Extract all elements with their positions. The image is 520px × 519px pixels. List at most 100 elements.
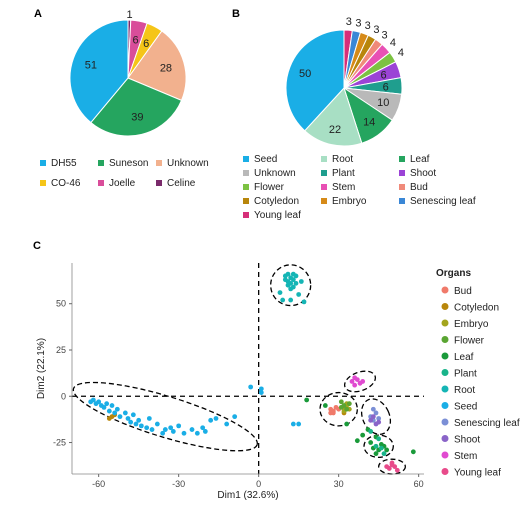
scatter-legend-swatch-bud xyxy=(441,286,449,294)
organ-legend-swatch-leaf xyxy=(399,156,405,162)
scatter-legend-label-shoot: Shoot xyxy=(454,435,480,446)
organ-legend-label-leaf: Leaf xyxy=(410,154,430,165)
y-axis-title: Dim2 (22.1%) xyxy=(36,338,47,399)
panel-label-a: A xyxy=(34,8,42,20)
point-plant xyxy=(373,443,379,449)
point-seed xyxy=(112,410,118,416)
cluster-ellipse-seed xyxy=(72,381,258,452)
point-seed xyxy=(114,406,120,412)
source-legend-label-dh55: DH55 xyxy=(51,158,77,169)
point-shoot xyxy=(370,414,376,420)
point-seed xyxy=(133,421,139,427)
point-seed xyxy=(117,414,123,420)
organ-slice-label-embryo: 3 xyxy=(365,20,371,32)
source-legend-swatch-unknown xyxy=(156,160,162,166)
y-tick-label: -25 xyxy=(53,438,66,448)
scatter-legend-swatch-young-leaf xyxy=(441,468,449,475)
point-seed xyxy=(136,417,142,423)
point-cotyledon xyxy=(106,416,112,421)
point-seed xyxy=(122,410,128,416)
point-root xyxy=(277,290,283,296)
point-seed xyxy=(146,416,152,421)
organ-legend-label-young-leaf: Young leaf xyxy=(254,210,301,221)
point-seed xyxy=(224,421,230,427)
point-seed xyxy=(128,419,134,425)
scatter-legend-label-leaf: Leaf xyxy=(454,352,474,363)
organ-slice-label-flower: 4 xyxy=(398,47,404,59)
source-slice-label-celine: 1 xyxy=(126,9,132,21)
organ-legend-swatch-plant xyxy=(321,170,327,176)
point-senescing-leaf xyxy=(376,416,382,421)
point-seed xyxy=(130,412,136,418)
scatter-legend-swatch-flower xyxy=(441,336,449,343)
point-flower xyxy=(338,404,344,410)
point-root xyxy=(282,277,288,283)
scatter-legend-swatch-leaf xyxy=(441,352,449,360)
scatter-legend-swatch-plant xyxy=(441,369,449,376)
point-stem xyxy=(352,382,358,388)
point-flower xyxy=(338,399,344,405)
point-plant xyxy=(381,451,387,457)
organ-legend-swatch-root xyxy=(321,156,327,162)
point-root xyxy=(293,280,299,286)
point-root xyxy=(288,280,294,286)
organ-legend-swatch-young-leaf xyxy=(243,212,249,218)
point-root xyxy=(296,292,302,297)
scatter-legend-swatch-root xyxy=(441,385,449,393)
panel-label-b: B xyxy=(232,8,240,20)
x-tick-label: 30 xyxy=(334,479,344,489)
point-seed xyxy=(258,386,264,392)
scatter-legend-label-embryo: Embryo xyxy=(454,319,489,330)
point-root xyxy=(288,297,294,303)
scatter-legend-title: Organs xyxy=(436,268,471,279)
organ-slice-label-unknown: 10 xyxy=(377,97,389,109)
point-seed xyxy=(106,408,112,414)
scatter-legend-label-stem: Stem xyxy=(454,451,477,462)
source-slice-label-unknown: 28 xyxy=(160,62,172,74)
point-root xyxy=(290,284,296,290)
scatter-legend-swatch-senescing-leaf xyxy=(441,418,449,426)
point-seed xyxy=(125,416,131,421)
organ-slice-label-young-leaf: 3 xyxy=(346,16,352,28)
pie-legend-organ: Seed Root Leaf Unknown Plant Shoot Flower Stem B… xyxy=(243,154,476,221)
cluster-ellipse-root xyxy=(270,264,312,307)
point-senescing-leaf xyxy=(373,410,379,416)
y-tick-label: 0 xyxy=(61,391,66,401)
point-leaf xyxy=(373,451,379,457)
organ-legend-label-bud: Bud xyxy=(410,182,428,193)
organ-slice-label-leaf: 14 xyxy=(363,116,375,128)
organ-slice-label-root: 22 xyxy=(329,124,341,136)
point-seed xyxy=(109,403,115,408)
point-seed xyxy=(144,425,150,431)
point-root xyxy=(290,277,296,283)
point-young-leaf xyxy=(394,467,400,473)
source-legend-swatch-suneson xyxy=(98,160,104,166)
point-root xyxy=(280,297,286,303)
point-young-leaf xyxy=(386,466,392,471)
panel-label-c: C xyxy=(33,240,41,252)
point-leaf xyxy=(322,403,328,408)
source-slice-dh55 xyxy=(69,19,129,124)
point-seed xyxy=(208,417,214,423)
source-slice-label-suneson: 39 xyxy=(131,111,143,123)
point-leaf xyxy=(368,440,374,445)
point-leaf xyxy=(304,397,310,403)
point-seed xyxy=(90,397,96,403)
organ-legend-label-unknown: Unknown xyxy=(254,168,296,179)
organ-legend-label-plant: Plant xyxy=(332,168,355,179)
scatter-legend-swatch-embryo xyxy=(441,319,449,327)
point-seed xyxy=(154,421,160,427)
organ-slice-label-bud: 3 xyxy=(382,29,388,41)
pie-legend-source: DH55 Suneson Unknown CO-46 Joelle Celine xyxy=(40,158,209,189)
point-seed xyxy=(138,423,144,429)
source-legend-label-celine: Celine xyxy=(167,178,196,189)
source-legend-label-suneson: Suneson xyxy=(109,158,148,169)
cluster-ellipse-bud-flower xyxy=(319,391,358,427)
point-root xyxy=(301,299,307,305)
point-young-leaf xyxy=(392,464,398,469)
point-leaf xyxy=(384,447,390,453)
point-plant xyxy=(368,429,374,434)
source-slice-label-dh55: 51 xyxy=(85,60,97,72)
